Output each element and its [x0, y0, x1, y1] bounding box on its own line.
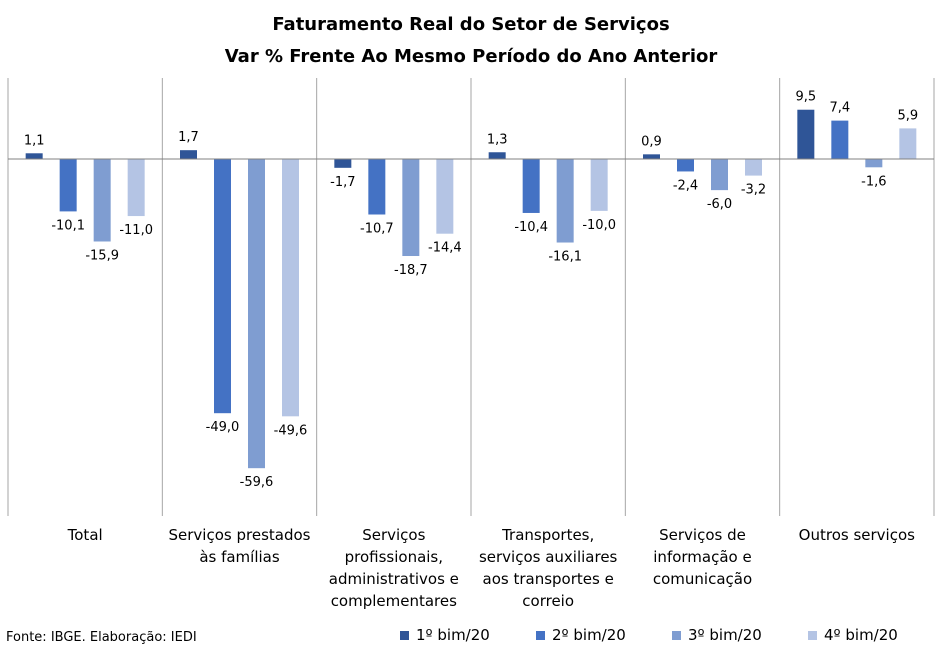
data-label: -15,9 — [85, 248, 119, 263]
bar — [522, 159, 540, 213]
category-label: comunicação — [653, 570, 752, 588]
data-label: -3,2 — [741, 183, 766, 198]
bar — [436, 159, 454, 234]
category-label: serviços auxiliares — [479, 548, 618, 566]
data-label: -18,7 — [394, 263, 428, 278]
category-label: administrativos e — [329, 570, 459, 588]
bar — [831, 120, 849, 159]
bar — [745, 159, 762, 176]
data-label: -1,7 — [330, 175, 355, 190]
bar — [556, 159, 574, 243]
legend-item: 2º bim/20 — [536, 626, 672, 644]
legend-swatch — [808, 630, 817, 640]
bar — [368, 159, 386, 215]
legend-label: 1º bim/20 — [416, 626, 490, 644]
data-label: -59,6 — [240, 475, 274, 490]
data-label: 5,9 — [897, 108, 918, 123]
legend-item: 3º bim/20 — [672, 626, 808, 644]
data-label: -2,4 — [673, 178, 698, 193]
bar — [590, 159, 608, 211]
data-label: -10,0 — [582, 218, 616, 233]
category-label: correio — [522, 592, 574, 610]
category-label: às famílias — [199, 548, 280, 566]
legend-swatch — [672, 630, 681, 640]
legend-item: 4º bim/20 — [808, 626, 942, 644]
data-label: -1,6 — [861, 174, 886, 189]
category-label: informação e — [653, 548, 751, 566]
bar — [402, 159, 420, 257]
data-label: -10,4 — [514, 220, 548, 235]
bar — [248, 159, 265, 469]
category-label: Transportes, — [501, 526, 594, 544]
bar — [25, 153, 43, 159]
bar — [797, 109, 815, 159]
data-label: 0,9 — [641, 134, 662, 149]
bar — [865, 159, 883, 168]
chart-subtitle: Var % Frente Ao Mesmo Período do Ano Ant… — [225, 46, 718, 67]
bar — [93, 159, 111, 242]
legend-swatch — [536, 630, 545, 640]
plot-area: 1,1 -10,1-15,9-11,0 Total 1,7 -49,0 -59,6 -49,… — [7, 78, 935, 610]
bar — [59, 159, 77, 212]
source-note: Fonte: IBGE. Elaboração: IEDI — [6, 630, 197, 645]
legend-label: 2º bim/20 — [552, 626, 626, 644]
data-label: 1,7 — [178, 130, 199, 145]
data-label: -16,1 — [548, 250, 582, 265]
data-label: -49,6 — [274, 423, 308, 438]
bar — [899, 128, 917, 159]
data-label: 9,5 — [795, 90, 816, 105]
data-label: 7,4 — [829, 101, 850, 116]
data-label: 1,3 — [487, 132, 508, 147]
data-label: -6,0 — [707, 197, 732, 212]
category-label: Serviços prestados — [169, 526, 311, 544]
legend-label: 4º bim/20 — [824, 626, 898, 644]
data-label: 1,1 — [24, 133, 45, 148]
legend-label: 3º bim/20 — [688, 626, 762, 644]
category-label: aos transportes e — [483, 570, 614, 588]
bar — [488, 152, 506, 159]
category-label: Total — [67, 526, 103, 544]
category-label: profissionais, — [345, 548, 443, 566]
category-label: Serviços de — [659, 526, 746, 544]
bar — [282, 159, 299, 417]
bar — [214, 159, 231, 414]
data-label: -11,0 — [119, 223, 153, 238]
data-label: -49,0 — [206, 420, 240, 435]
bar — [334, 159, 352, 168]
bar — [180, 150, 197, 159]
category-label: complementares — [331, 592, 457, 610]
data-label: -14,4 — [428, 241, 462, 256]
legend: 1º bim/20 2º bim/20 3º bim/20 4º bim/20 — [400, 626, 942, 644]
bar — [711, 159, 728, 191]
bar — [127, 159, 145, 217]
bar — [677, 159, 694, 172]
category-label: Serviços — [362, 526, 425, 544]
data-label: -10,1 — [51, 218, 85, 233]
category-label: Outros serviços — [799, 526, 915, 544]
chart-title: Faturamento Real do Setor de Serviços — [272, 14, 669, 35]
data-label: -10,7 — [360, 222, 394, 237]
legend-swatch — [400, 630, 409, 640]
bar — [643, 154, 660, 159]
legend-item: 1º bim/20 — [400, 626, 536, 644]
